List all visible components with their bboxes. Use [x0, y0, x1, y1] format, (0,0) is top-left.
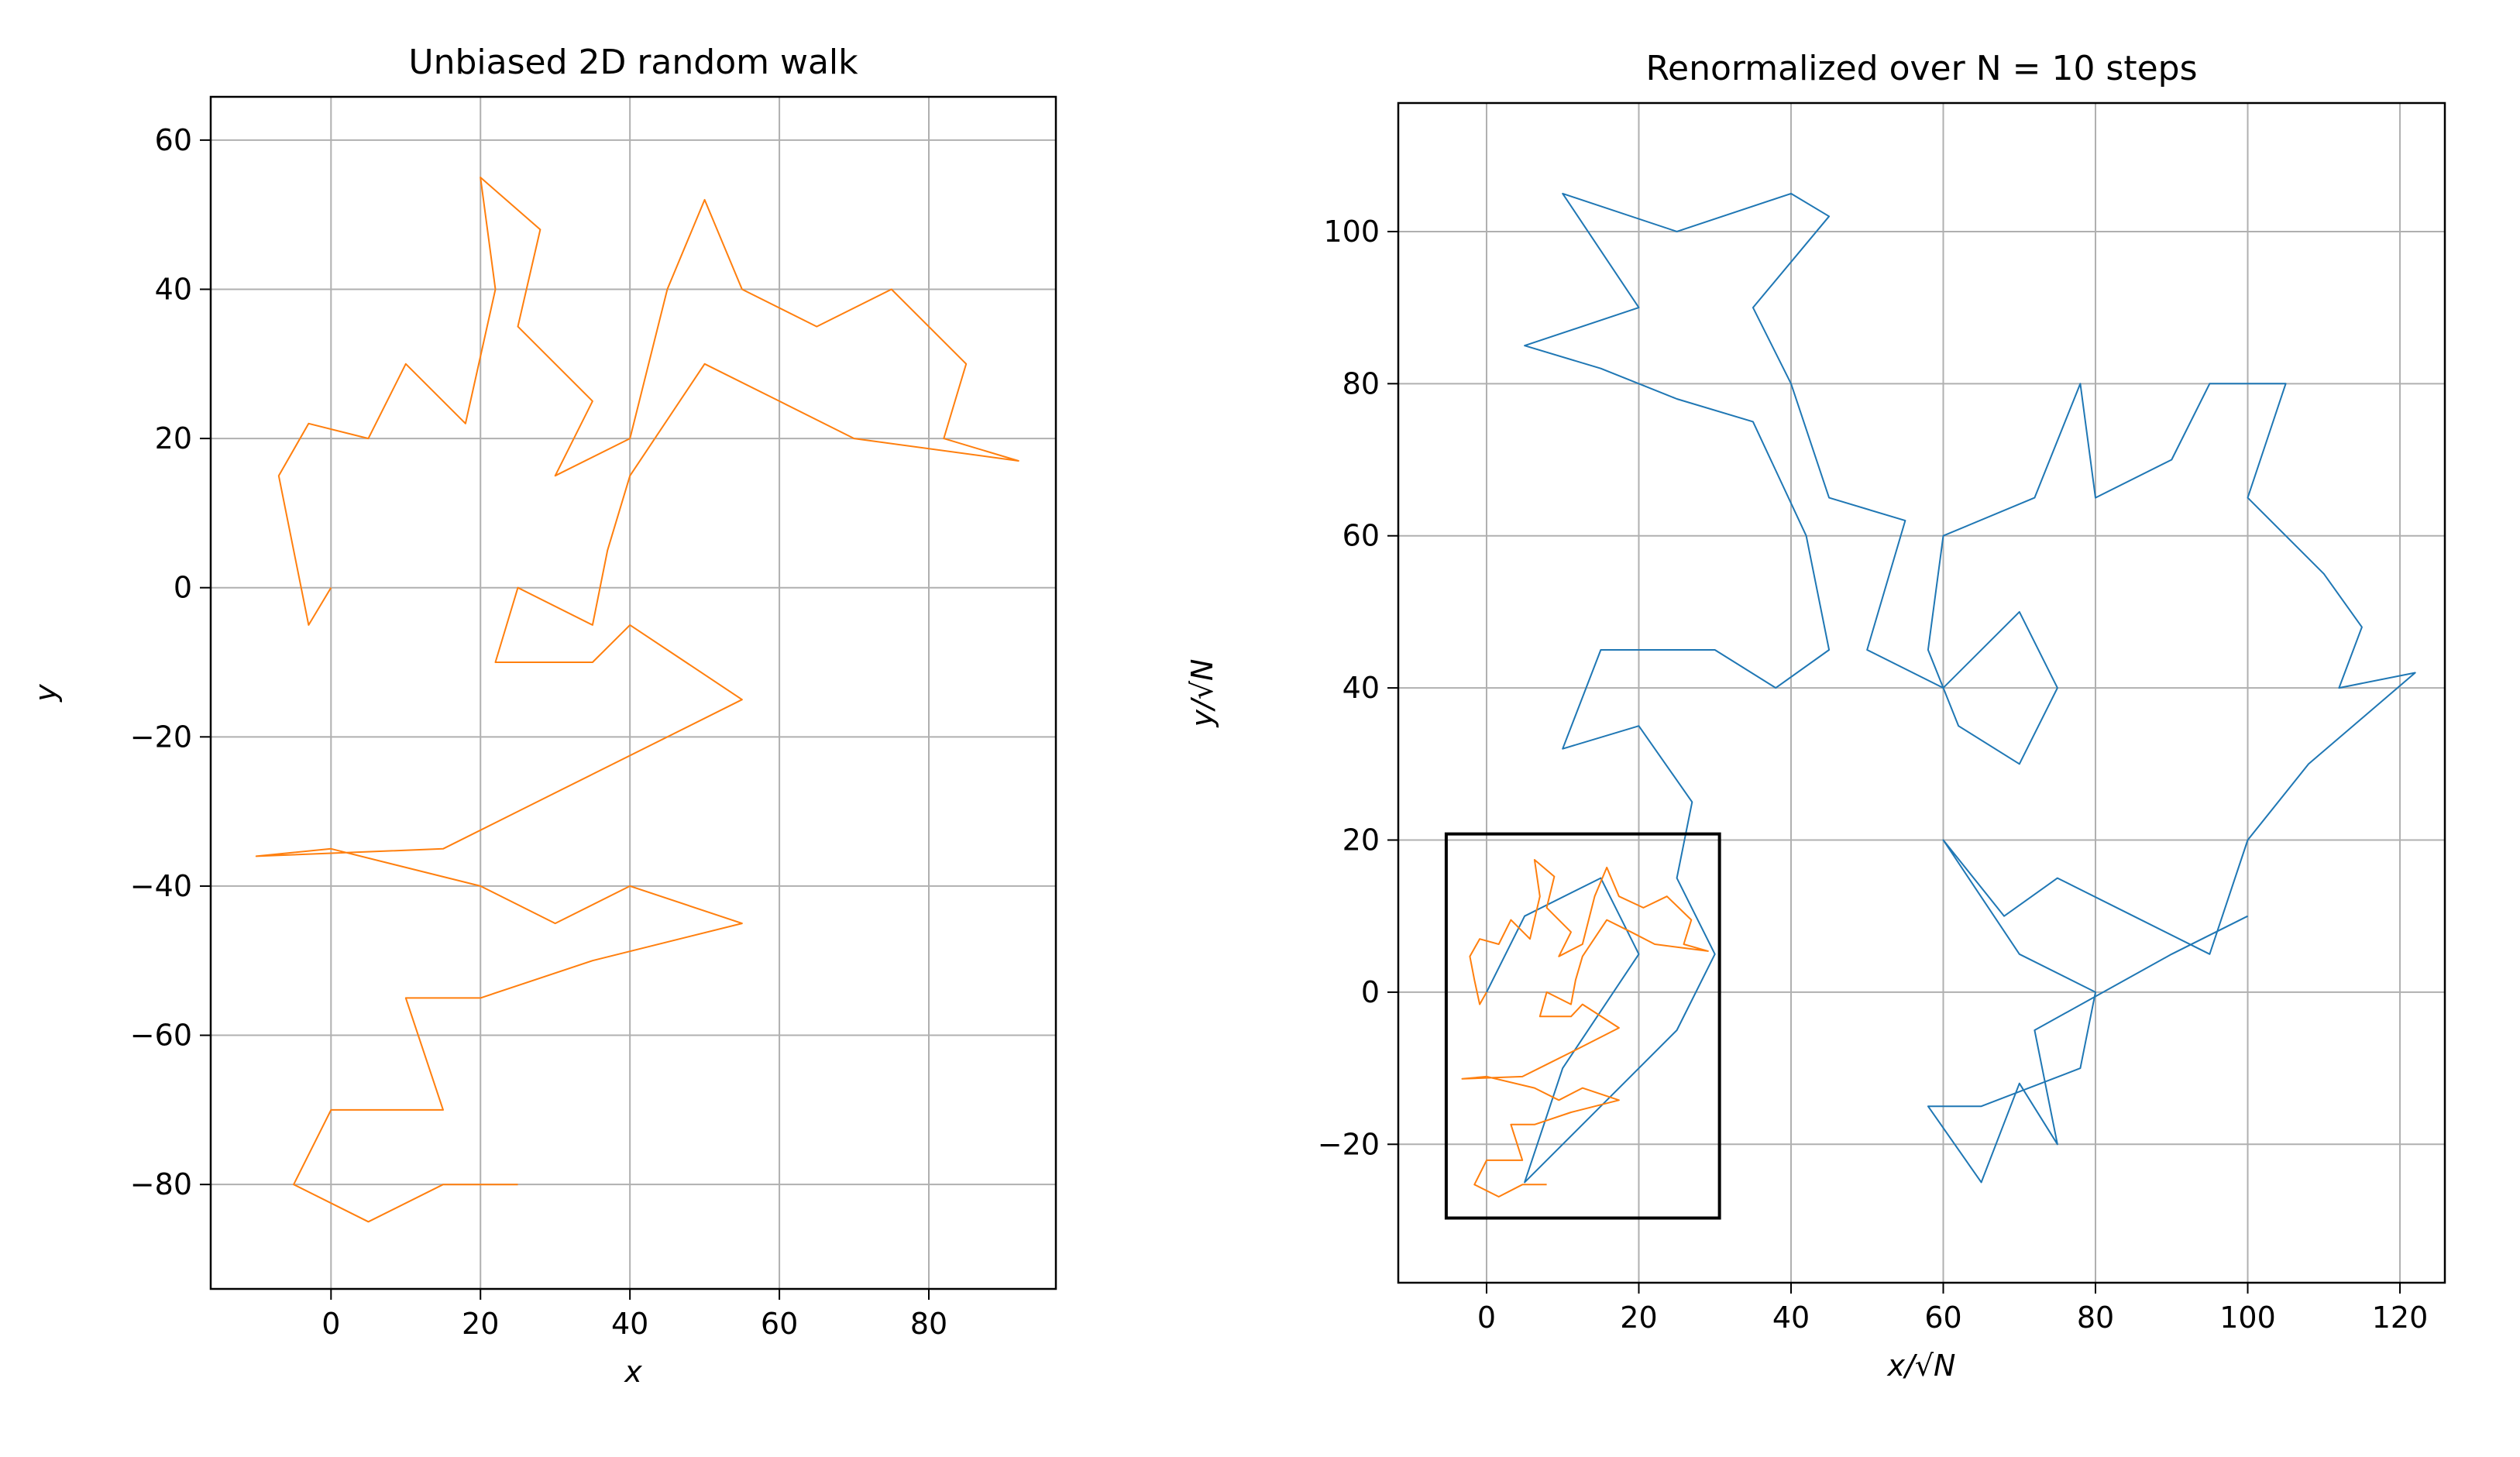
y-tick-label: 80	[1343, 366, 1380, 400]
y-tick-label: −80	[130, 1167, 192, 1201]
y-tick-label: −20	[1318, 1127, 1380, 1161]
y-axis-label: y	[29, 684, 63, 703]
y-tick-label: 60	[1343, 519, 1380, 553]
y-tick-label: 0	[174, 571, 192, 605]
axes-frame	[1397, 101, 2446, 1284]
x-tick-label: 0	[1477, 1301, 1496, 1335]
x-tick-label: 100	[2219, 1301, 2276, 1335]
y-tick-label: −40	[130, 869, 192, 903]
x-tick-label: 40	[611, 1307, 648, 1341]
walk-line	[255, 177, 1019, 1223]
x-tick-label: 60	[1924, 1301, 1961, 1335]
y-axis-label: y/√N	[1185, 659, 1219, 728]
x-tick-label: 0	[321, 1307, 340, 1341]
y-tick-label: −60	[130, 1019, 192, 1053]
x-axis-label: x/√N	[1887, 1349, 1956, 1383]
x-tick-label: 60	[761, 1307, 798, 1341]
y-tick-label: 100	[1323, 215, 1380, 249]
axes-frame	[209, 95, 1057, 1290]
x-tick-label: 20	[462, 1307, 499, 1341]
x-tick-label: 80	[910, 1307, 947, 1341]
x-tick-label: 80	[2077, 1301, 2114, 1335]
y-tick-label: 40	[155, 272, 192, 306]
x-axis-label: x	[624, 1355, 642, 1389]
box-outline	[1444, 832, 1721, 1220]
walk-line	[1461, 859, 1709, 1198]
y-tick-label: 40	[1343, 671, 1380, 705]
x-tick-label: 20	[1620, 1301, 1657, 1335]
x-tick-label: 120	[2372, 1301, 2429, 1335]
walk-line	[1486, 192, 2416, 1184]
y-tick-label: 20	[1343, 823, 1380, 857]
y-tick-label: 0	[1361, 975, 1380, 1009]
y-tick-label: 60	[155, 123, 192, 157]
y-tick-label: 20	[155, 421, 192, 455]
x-tick-label: 40	[1772, 1301, 1810, 1335]
y-tick-label: −20	[130, 720, 192, 754]
chart-title: Renormalized over N = 10 steps	[1645, 49, 2197, 88]
chart-title: Unbiased 2D random walk	[408, 43, 858, 82]
